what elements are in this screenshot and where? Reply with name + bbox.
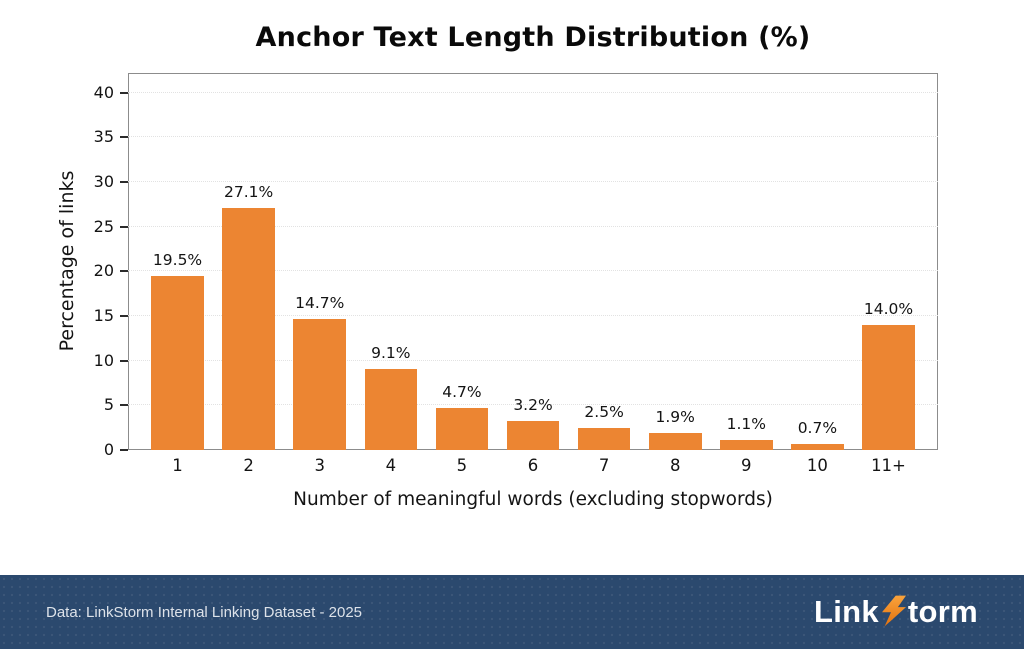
x-axis-label: Number of meaningful words (excluding st… [293,489,773,510]
gridline [128,91,938,93]
bar [293,318,347,450]
bar-value-label: 9.1% [371,343,411,362]
plot-area: 0 5 10 15 20 25 30 35 40 19.5% 27.1% 14.7% 9.1% 4.7%… [94,73,938,459]
x-tick-label: 4 [385,456,397,475]
x-tick-label: 9 [741,456,752,475]
y-tick-label: 25 [93,216,114,236]
gridline [128,359,938,361]
logo-text-prefix: Link [813,594,879,629]
bar-value-label: 14.7% [295,293,345,312]
chart-title: Anchor Text Length Distribution (%) [255,22,811,53]
bar [435,408,489,450]
y-tick-label: 10 [93,350,114,370]
y-tick-mark [120,270,128,273]
x-axis-ticks: 1 2 3 4 5 6 7 8 9 10 11+ [128,456,938,475]
y-tick-label: 30 [93,172,114,191]
bar-value-label: 0.7% [797,418,838,437]
bar [222,207,275,450]
bar [506,421,560,450]
bar [862,324,915,450]
x-tick-label: 3 [314,456,325,475]
y-tick-label: 40 [93,82,114,102]
bar-slot: 27.1% [213,73,284,450]
x-tick-label: 2 [243,456,254,475]
bar-slot: 2.5% [569,73,640,450]
bar-slot: 1.9% [640,73,711,450]
y-tick-mark [120,225,128,228]
y-tick-label: 15 [93,306,114,325]
gridline [128,136,938,138]
y-tick-label: 5 [103,395,114,415]
bar [577,427,631,450]
gridline [128,315,938,316]
y-tick-mark [120,449,128,451]
y-tick-mark [120,136,128,139]
bar [648,433,702,450]
bar-slot: 14.7% [284,73,355,450]
bar-slot: 9.1% [355,73,426,450]
bar-slot: 3.2% [497,73,568,450]
bar-slot: 4.7% [426,73,497,450]
y-tick-label: 20 [93,261,114,281]
x-tick-label: 5 [456,456,468,475]
bar-value-label: 27.1% [224,182,274,201]
bar-slot: 1.1% [711,73,782,450]
x-tick-label: 8 [669,456,681,475]
gridline [128,181,938,182]
y-tick-label: 35 [93,127,114,147]
bar [719,440,773,450]
bar-slot: 14.0% [853,73,924,450]
y-tick-label: 0 [103,440,114,459]
bar [364,368,418,450]
bar-value-label: 1.1% [726,415,766,434]
bar-value-label: 2.5% [584,402,624,421]
data-source-text: Data: LinkStorm Internal Linking Dataset… [46,603,363,621]
y-tick-mark [120,181,128,183]
y-tick-mark [120,359,128,362]
y-tick-mark [120,91,128,94]
x-tick-label: 1 [172,456,183,475]
linkstorm-logo: Link torm [814,594,978,630]
bar-slot: 19.5% [142,73,213,450]
bar-series: 19.5% 27.1% 14.7% 9.1% 4.7% 3.2% 2.5% 1.9% 1.1% 0… [128,73,938,450]
bar-value-label: 1.9% [655,408,695,427]
bar-value-label: 4.7% [442,383,482,402]
bar-value-label: 19.5% [152,250,203,269]
footer-bar: Data: LinkStorm Internal Linking Dataset… [0,575,1024,649]
x-tick-label: 10 [806,456,828,475]
lightning-bolt-icon [881,595,906,627]
x-tick-label: 6 [527,456,539,475]
bar-value-label: 3.2% [513,396,553,415]
y-tick-mark [120,404,128,407]
logo-text-suffix: torm [907,594,978,629]
bar [791,443,844,450]
bar [151,275,204,450]
gridline [128,270,938,272]
x-tick-label: 7 [598,456,610,475]
gridline [128,404,938,406]
y-tick-mark [120,315,128,317]
bar-slot: 0.7% [782,73,853,450]
bar-value-label: 14.0% [863,299,914,318]
gridline [128,225,938,227]
x-tick-label: 11+ [871,456,906,475]
